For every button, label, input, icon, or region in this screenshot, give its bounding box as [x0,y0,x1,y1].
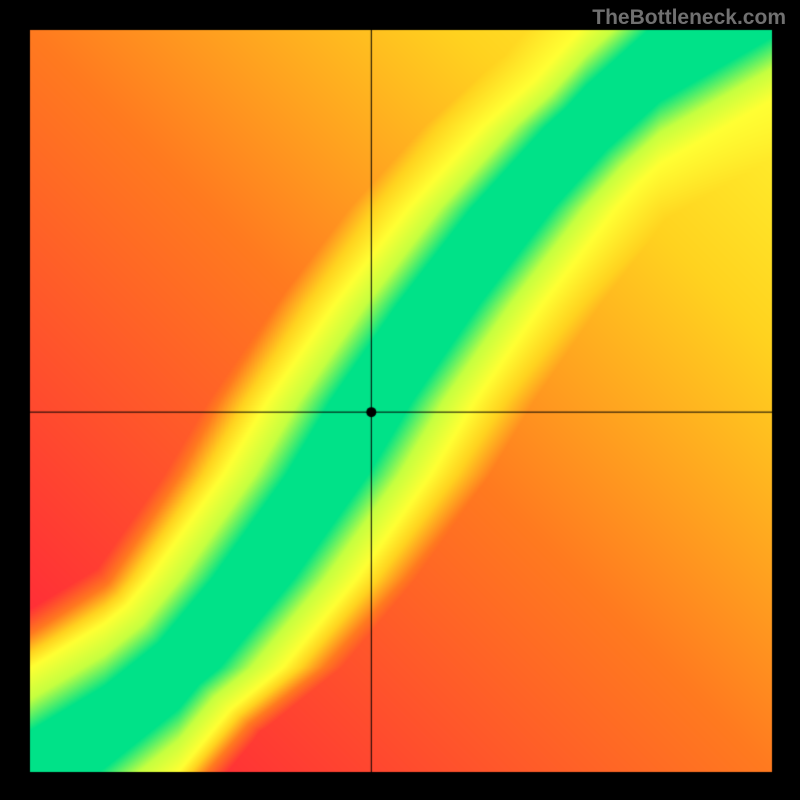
watermark-text: TheBottleneck.com [592,6,786,30]
bottleneck-heatmap-canvas [0,0,800,800]
